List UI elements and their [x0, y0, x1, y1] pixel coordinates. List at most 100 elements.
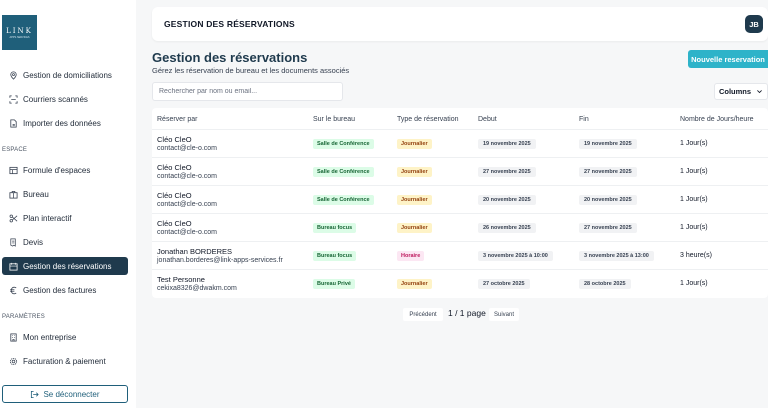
file-import-icon	[8, 118, 18, 128]
grid-icon	[8, 165, 18, 175]
start-date: 19 novembre 2025	[478, 139, 536, 149]
bureau-badge: Bureau focus	[313, 251, 357, 261]
reserver-name: Test Personne	[157, 275, 205, 284]
sidebar-item-entreprise[interactable]: Mon entreprise	[2, 328, 128, 346]
bureau-badge: Salle de Conférence	[313, 139, 374, 149]
start-date: 20 novembre 2025	[478, 195, 536, 205]
sidebar-item-facturation[interactable]: Facturation & paiement	[2, 352, 128, 370]
end-date: 3 novembre 2025 à 13:00	[579, 251, 654, 261]
reserver-email: contact@cle-o.com	[157, 201, 218, 208]
end-date: 20 novembre 2025	[579, 195, 637, 205]
type-badge: Journalier	[397, 223, 432, 233]
sidebar-item-label: Bureau	[23, 189, 49, 199]
column-header-fin[interactable]: Fin	[579, 116, 589, 123]
new-reservation-button[interactable]: Nouvelle reservation	[688, 50, 768, 68]
reserver-name: Cléo CleO	[157, 219, 192, 228]
sidebar-item-label: Mon entreprise	[23, 332, 77, 342]
page-subtitle: Gérez les réservation de bureau et les d…	[152, 66, 350, 75]
column-header-duree[interactable]: Nombre de Jours/heure	[680, 116, 754, 123]
sidebar-item-bureau[interactable]: Bureau	[2, 185, 128, 203]
next-page-button[interactable]: Suivant	[489, 308, 519, 321]
table-row[interactable]: Jonathan BORDERES jonathan.borderes@link…	[152, 241, 768, 269]
sidebar-item-label: Gestion des réservations	[23, 261, 112, 271]
logo: LINK APPS·SERVICES	[2, 15, 37, 50]
page-title: Gestion des réservations	[152, 50, 308, 65]
start-date: 27 novembre 2025	[478, 167, 536, 177]
header-title: GESTION DES RÉSERVATIONS	[164, 19, 295, 29]
logout-label: Se déconnecter	[43, 389, 100, 399]
section-label-parametres: PARAMÈTRES	[2, 314, 45, 320]
duration: 1 Jour(s)	[680, 168, 708, 175]
sidebar: LINK APPS·SERVICES Gestion de domiciliat…	[0, 0, 136, 408]
type-badge: Journalier	[397, 139, 432, 149]
bureau-badge: Bureau focus	[313, 223, 357, 233]
type-badge: Horaire	[397, 251, 425, 261]
duration: 1 Jour(s)	[680, 140, 708, 147]
reservations-table: Réserver par Sur le bureau Type de réser…	[152, 108, 768, 298]
column-header-reserver[interactable]: Réserver par	[157, 116, 198, 123]
start-date: 27 octobre 2025	[478, 279, 530, 289]
columns-button[interactable]: Columns	[714, 83, 768, 100]
sidebar-item-reservations[interactable]: Gestion des réservations	[2, 257, 128, 275]
bureau-badge: Salle de Conférence	[313, 195, 374, 205]
avatar[interactable]: JB	[745, 15, 763, 33]
map-pin-icon	[8, 70, 18, 80]
table-row[interactable]: Test Personne cekixa8326@dwakm.com Burea…	[152, 269, 768, 297]
column-header-debut[interactable]: Debut	[478, 116, 497, 123]
table-row[interactable]: Cléo CleO contact@cle-o.com Salle de Con…	[152, 157, 768, 185]
sidebar-item-devis[interactable]: Devis	[2, 233, 128, 251]
briefcase-icon	[8, 189, 18, 199]
receipt-icon	[8, 237, 18, 247]
sidebar-item-courriers[interactable]: Courriers scannés	[2, 90, 128, 108]
bureau-badge: Salle de Conférence	[313, 167, 374, 177]
logout-icon	[30, 390, 40, 399]
logo-subtext: APPS·SERVICES	[9, 35, 30, 39]
sidebar-item-label: Formule d'espaces	[23, 165, 91, 175]
bureau-badge: Bureau Privé	[313, 279, 355, 289]
search-input[interactable]	[152, 82, 343, 101]
end-date: 27 novembre 2025	[579, 223, 637, 233]
top-header: GESTION DES RÉSERVATIONS JB	[152, 7, 768, 41]
logout-button[interactable]: Se déconnecter	[2, 385, 128, 403]
sidebar-item-domiciliations[interactable]: Gestion de domiciliations	[2, 66, 128, 84]
reserver-email: contact@cle-o.com	[157, 229, 218, 236]
reserver-email: contact@cle-o.com	[157, 145, 218, 152]
end-date: 28 octobre 2025	[579, 279, 631, 289]
gear-icon	[8, 356, 18, 366]
sidebar-item-factures[interactable]: Gestion des factures	[2, 281, 128, 299]
section-label-espace: ESPACE	[2, 147, 28, 153]
sidebar-item-importer[interactable]: Importer des données	[2, 114, 128, 132]
column-header-type[interactable]: Type de réservation	[397, 116, 459, 123]
sidebar-item-label: Devis	[23, 237, 44, 247]
sidebar-item-label: Courriers scannés	[23, 94, 88, 104]
type-badge: Journalier	[397, 279, 432, 289]
duration: 3 heure(s)	[680, 252, 712, 259]
sidebar-item-plan[interactable]: Plan interactif	[2, 209, 128, 227]
reserver-name: Cléo CleO	[157, 135, 192, 144]
end-date: 19 novembre 2025	[579, 139, 637, 149]
type-badge: Journalier	[397, 167, 432, 177]
reserver-email: cekixa8326@dwakm.com	[157, 285, 237, 292]
reserver-email: jonathan.borderes@link-apps-services.fr	[157, 257, 283, 264]
sidebar-item-label: Importer des données	[23, 118, 101, 128]
logo-text: LINK	[6, 26, 33, 35]
type-badge: Journalier	[397, 195, 432, 205]
previous-page-button[interactable]: Précédent	[403, 308, 443, 321]
reserver-name: Jonathan BORDERES	[157, 247, 233, 256]
end-date: 27 novembre 2025	[579, 167, 637, 177]
columns-label: Columns	[718, 87, 752, 96]
column-header-bureau[interactable]: Sur le bureau	[313, 116, 356, 123]
sidebar-item-label: Gestion des factures	[23, 285, 97, 295]
reserver-name: Cléo CleO	[157, 191, 192, 200]
sidebar-item-label: Gestion de domiciliations	[23, 70, 112, 80]
start-date: 26 novembre 2025	[478, 223, 536, 233]
table-row[interactable]: Cléo CleO contact@cle-o.com Bureau focus…	[152, 213, 768, 241]
start-date: 3 novembre 2025 à 10:00	[478, 251, 553, 261]
table-row[interactable]: Cléo CleO contact@cle-o.com Salle de Con…	[152, 185, 768, 213]
duration: 1 Jour(s)	[680, 280, 708, 287]
scan-icon	[8, 94, 18, 104]
sidebar-item-label: Facturation & paiement	[23, 356, 106, 366]
sidebar-item-formule[interactable]: Formule d'espaces	[2, 161, 128, 179]
sidebar-item-label: Plan interactif	[23, 213, 72, 223]
table-row[interactable]: Cléo CleO contact@cle-o.com Salle de Con…	[152, 129, 768, 157]
